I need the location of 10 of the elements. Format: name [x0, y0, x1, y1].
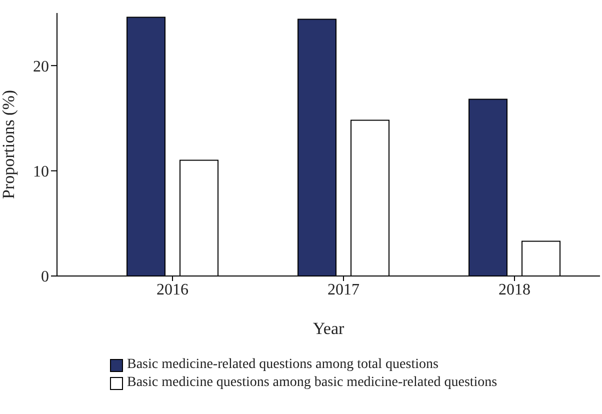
x-tick-label: 2016 — [156, 281, 188, 298]
x-tick-label: 2018 — [498, 281, 530, 298]
y-tick-label: 10 — [33, 163, 49, 180]
legend-label: Basic medicine-related questions among total questions — [127, 356, 438, 374]
y-tick-label: 0 — [41, 268, 49, 286]
y-axis-title: Proportions (%) — [0, 90, 18, 200]
x-axis-title: Year — [312, 319, 344, 338]
y-tick-label: 20 — [33, 58, 49, 76]
legend-label: Basic medicine questions among basic medicine-related questions — [127, 374, 498, 392]
x-tick-label: 2017 — [328, 281, 360, 298]
